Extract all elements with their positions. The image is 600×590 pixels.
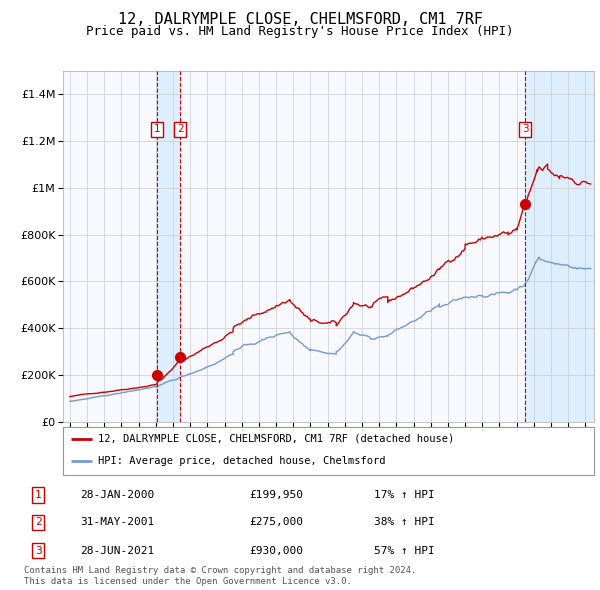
Text: 57% ↑ HPI: 57% ↑ HPI: [374, 546, 434, 556]
Text: Price paid vs. HM Land Registry's House Price Index (HPI): Price paid vs. HM Land Registry's House …: [86, 25, 514, 38]
Text: This data is licensed under the Open Government Licence v3.0.: This data is licensed under the Open Gov…: [24, 577, 352, 586]
Text: 2: 2: [35, 517, 41, 527]
Text: 3: 3: [522, 124, 529, 135]
Text: 28-JAN-2000: 28-JAN-2000: [80, 490, 155, 500]
Text: £930,000: £930,000: [250, 546, 304, 556]
Text: HPI: Average price, detached house, Chelmsford: HPI: Average price, detached house, Chel…: [98, 457, 385, 467]
Text: 12, DALRYMPLE CLOSE, CHELMSFORD, CM1 7RF (detached house): 12, DALRYMPLE CLOSE, CHELMSFORD, CM1 7RF…: [98, 434, 454, 444]
Bar: [157, 71, 180, 422]
Text: 12, DALRYMPLE CLOSE, CHELMSFORD, CM1 7RF: 12, DALRYMPLE CLOSE, CHELMSFORD, CM1 7RF: [118, 12, 482, 27]
Text: 31-MAY-2001: 31-MAY-2001: [80, 517, 155, 527]
Text: 38% ↑ HPI: 38% ↑ HPI: [374, 517, 434, 527]
Text: £275,000: £275,000: [250, 517, 304, 527]
Text: 2: 2: [177, 124, 184, 135]
Text: 28-JUN-2021: 28-JUN-2021: [80, 546, 155, 556]
Text: Contains HM Land Registry data © Crown copyright and database right 2024.: Contains HM Land Registry data © Crown c…: [24, 566, 416, 575]
Text: 17% ↑ HPI: 17% ↑ HPI: [374, 490, 434, 500]
Text: 1: 1: [35, 490, 41, 500]
Text: £199,950: £199,950: [250, 490, 304, 500]
Text: 1: 1: [154, 124, 160, 135]
Bar: [525, 71, 594, 422]
Text: 3: 3: [35, 546, 41, 556]
